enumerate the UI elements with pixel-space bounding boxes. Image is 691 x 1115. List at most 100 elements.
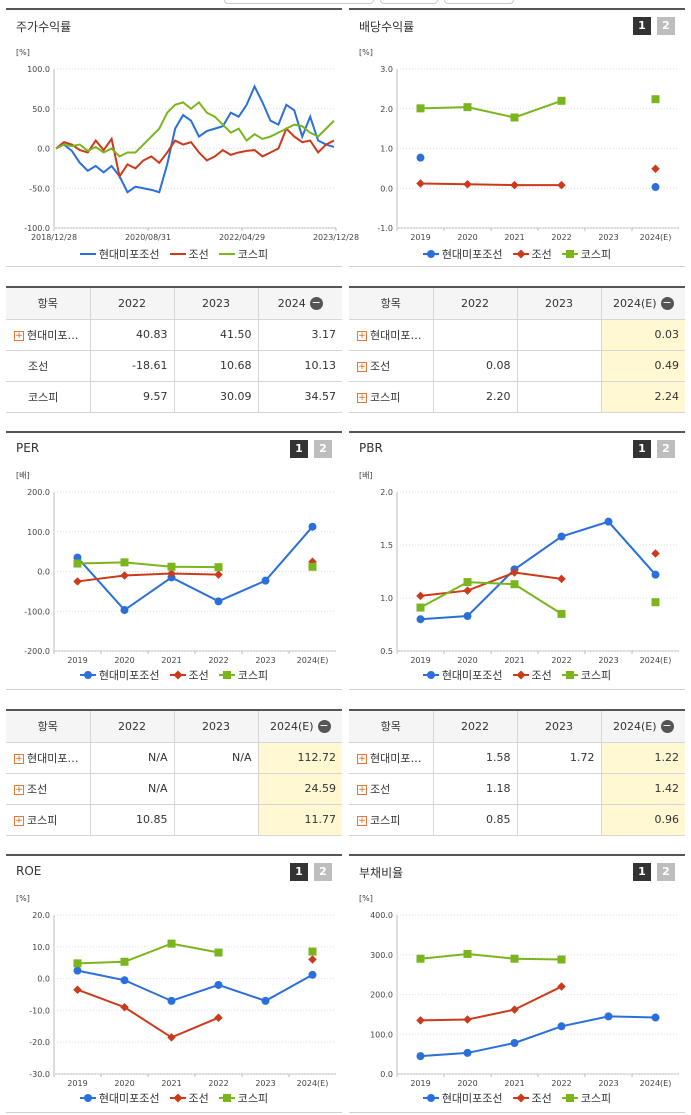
page-2-button[interactable]: 2	[314, 863, 332, 881]
top-dropdown[interactable]	[224, 0, 374, 4]
plus-square-icon[interactable]: +	[357, 330, 367, 341]
x-tick-label: 2021	[504, 1079, 524, 1088]
legend-item-kospi[interactable]: 코스피	[561, 246, 612, 262]
legend-label: 코스피	[580, 1092, 612, 1105]
plus-square-icon[interactable]: +	[14, 815, 24, 826]
row-name-label: 조선	[370, 359, 391, 373]
legend-item-hmd[interactable]: 현대미포조선	[79, 246, 160, 262]
value-cell: 0.96	[601, 804, 685, 836]
data-point	[510, 954, 519, 963]
minus-circle-icon[interactable]: −	[317, 718, 331, 733]
x-tick-label: 2023/12/28	[313, 233, 359, 242]
row-name-cell: + 코스피	[349, 804, 434, 836]
table-pbr: 항목 2022 2023 2024(E) − + 현대미포… 1.58 1.72 1.22 + 조선 1…	[349, 709, 685, 836]
data-point	[416, 153, 425, 162]
column-header: 2023	[517, 288, 602, 320]
column-header: 2022	[433, 288, 518, 320]
minus-circle-icon[interactable]: −	[309, 295, 323, 310]
plus-square-icon[interactable]: +	[357, 392, 367, 403]
y-tick-label: 1.0	[380, 594, 393, 603]
column-header: 항목	[6, 288, 91, 320]
chart-panel-dividend-yield: 배당수익률 1 2 [%] 3.0 2.0 1.0 0.0 -1.0 2019 2020 202…	[349, 8, 685, 267]
plus-square-icon[interactable]: +	[357, 361, 367, 372]
legend-item-kospi[interactable]: 코스피	[218, 1090, 269, 1106]
data-point	[308, 947, 317, 956]
data-point	[214, 980, 223, 989]
legend-label: 조선	[188, 669, 209, 682]
value-cell: 34.57	[258, 381, 342, 413]
table-row: + 코스피 10.85 11.77	[6, 804, 342, 836]
x-tick-label: 2020	[457, 233, 477, 242]
page-1-button[interactable]: 1	[633, 17, 651, 35]
page-2-button[interactable]: 2	[657, 440, 675, 458]
legend-item-hmd[interactable]: 현대미포조선	[422, 667, 503, 683]
legend-item-hmd[interactable]: 현대미포조선	[422, 1090, 503, 1106]
legend-item-hmd[interactable]: 현대미포조선	[422, 246, 503, 262]
page-2-button[interactable]: 2	[657, 863, 675, 881]
legend-label: 코스피	[580, 248, 612, 261]
value-cell: N/A	[90, 773, 175, 805]
row-name-cell: 코스피	[6, 381, 91, 413]
top-button-b[interactable]	[444, 0, 514, 4]
legend-item-kospi[interactable]: 코스피	[561, 667, 611, 683]
minus-circle-icon[interactable]: −	[660, 295, 674, 310]
page-2-button[interactable]: 2	[657, 17, 675, 35]
page-1-button[interactable]: 1	[633, 440, 651, 458]
series-line	[55, 126, 335, 179]
data-point	[167, 939, 176, 948]
plus-square-icon[interactable]: +	[357, 784, 367, 795]
legend-item-kospi[interactable]: 코스피	[218, 667, 268, 683]
y-tick-label: 0.0	[380, 1070, 393, 1079]
legend-item-shipbuilding[interactable]: 조선	[512, 1090, 552, 1106]
data-point	[557, 96, 566, 105]
minus-circle-icon[interactable]: −	[660, 718, 674, 733]
value-cell: 1.42	[601, 773, 685, 805]
plus-square-icon[interactable]: +	[357, 815, 367, 826]
chart-legend: 현대미포조선 조선 코스피	[6, 246, 342, 262]
series-line	[420, 571, 562, 597]
legend-item-shipbuilding[interactable]: 조선	[169, 667, 209, 683]
legend-item-kospi[interactable]: 코스피	[218, 246, 269, 262]
data-point	[510, 113, 519, 122]
data-point	[651, 164, 660, 174]
page-1-button[interactable]: 1	[633, 863, 651, 881]
legend-label: 코스피	[237, 1092, 269, 1105]
table-header-row: 항목 2022 2023 2024−	[6, 288, 342, 320]
x-tick-label: 2020	[114, 656, 134, 665]
y-tick-label: 2.0	[380, 105, 393, 114]
dividend-yield-chart: [%] 3.0 2.0 1.0 0.0 -1.0 2019 2020 2021 2022 2023 2…	[359, 48, 679, 242]
data-point	[463, 586, 472, 595]
pbr-chart: [배] 2.0 1.5 1.0 0.5 2019 2020 2021 2022 2023 2024(…	[359, 471, 679, 665]
column-header: 항목	[6, 711, 91, 743]
legend-item-shipbuilding[interactable]: 조선	[512, 246, 552, 262]
data-point	[604, 1012, 613, 1021]
legend-item-kospi[interactable]: 코스피	[561, 1090, 612, 1106]
top-button-a[interactable]	[380, 0, 438, 4]
data-point	[167, 562, 176, 571]
value-cell: 1.22	[601, 742, 685, 774]
x-tick-label: 2022	[551, 1079, 571, 1088]
value-cell: 0.49	[601, 350, 685, 382]
x-tick-label: 2024(E)	[297, 656, 329, 665]
data-point	[557, 982, 566, 991]
plus-square-icon[interactable]: +	[14, 330, 24, 341]
chart-pager: 1 2	[290, 863, 332, 881]
legend-item-hmd[interactable]: 현대미포조선	[79, 667, 160, 683]
page-1-button[interactable]: 1	[290, 440, 308, 458]
x-tick-label: 2019	[410, 656, 430, 665]
row-name-label: 코스피	[27, 813, 58, 827]
legend-label: 코스피	[237, 248, 269, 261]
table-header-row: 항목 2022 2023 2024(E) −	[349, 288, 685, 320]
chart-pager: 1 2	[633, 440, 675, 458]
legend-item-hmd[interactable]: 현대미포조선	[79, 1090, 160, 1106]
page-2-button[interactable]: 2	[314, 440, 332, 458]
legend-item-shipbuilding[interactable]: 조선	[512, 667, 552, 683]
plus-square-icon[interactable]: +	[14, 784, 24, 795]
plus-square-icon[interactable]: +	[14, 753, 24, 764]
row-name-label: 현대미포…	[27, 751, 79, 765]
page-1-button[interactable]: 1	[290, 863, 308, 881]
legend-item-shipbuilding[interactable]: 조선	[169, 1090, 209, 1106]
legend-item-shipbuilding[interactable]: 조선	[169, 246, 209, 262]
axis-unit-label: [%]	[359, 894, 373, 903]
plus-square-icon[interactable]: +	[357, 753, 367, 764]
